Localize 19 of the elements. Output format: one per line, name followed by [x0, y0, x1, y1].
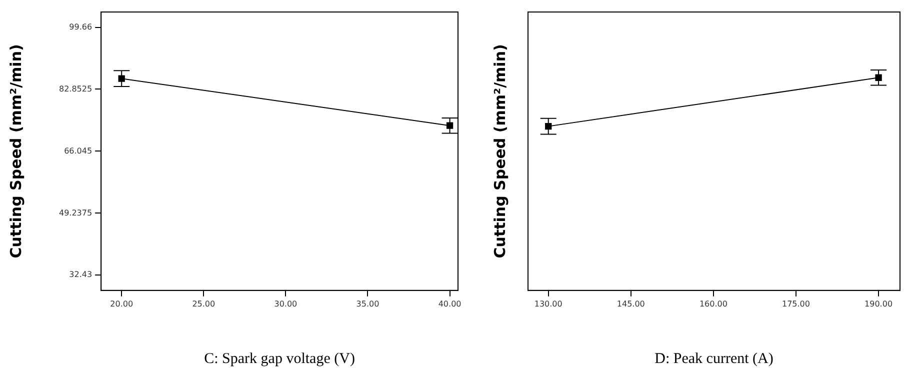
y-tick-label: 66.045 — [64, 146, 92, 156]
y-tick-label: 49.2375 — [58, 208, 92, 218]
x-tick-label: 20.00 — [110, 299, 134, 308]
x-axis-title: D: Peak current (A) — [654, 350, 774, 367]
x-tick-label: 190.00 — [864, 299, 893, 308]
y-tick-label: 82.8525 — [58, 84, 92, 94]
x-tick-label: 35.00 — [356, 299, 380, 308]
x-tick-label: 175.00 — [782, 299, 810, 308]
y-tick-label: 99.66 — [69, 22, 92, 32]
x-tick-label: 145.00 — [616, 299, 645, 308]
x-axis-title: C: Spark gap voltage (V) — [204, 350, 355, 367]
x-tick-label: 40.00 — [438, 299, 462, 308]
y-axis-title: Cutting Speed (mm²/min) — [6, 44, 25, 258]
x-tick-label: 160.00 — [699, 299, 728, 308]
y-axis-title: Cutting Speed (mm²/min) — [490, 44, 509, 258]
x-tick-label: 30.00 — [274, 299, 298, 308]
x-tick-label: 130.00 — [534, 299, 562, 308]
x-tick-label: 25.00 — [192, 299, 216, 308]
y-tick-label: 32.43 — [69, 270, 92, 280]
